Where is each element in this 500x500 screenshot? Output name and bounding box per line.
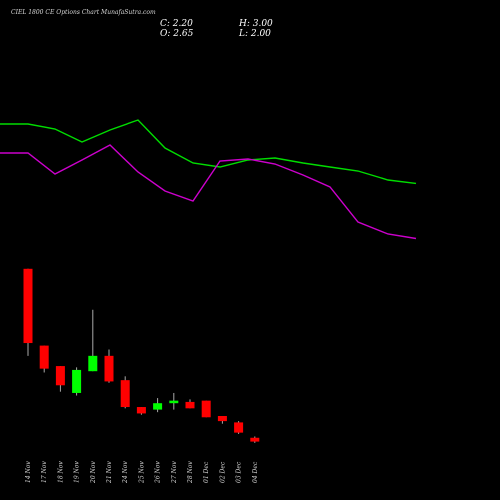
candle-body: [104, 355, 114, 382]
high-value: H: 3.00: [239, 19, 273, 29]
candle-body: [55, 366, 65, 386]
candlesticks: [23, 268, 260, 443]
candle-body: [136, 407, 146, 414]
x-tick-label: 18 Nov: [57, 461, 64, 483]
candle-body: [23, 268, 33, 344]
candle: [217, 416, 227, 424]
chart-title: CIEL 1800 CE Options Chart MunafaSutra.c…: [11, 9, 156, 16]
candle-body: [201, 400, 211, 418]
x-tick-label: 21 Nov: [106, 461, 113, 484]
x-tick-label: 19 Nov: [74, 461, 81, 483]
x-tick-label: 26 Nov: [155, 461, 162, 484]
candle: [72, 367, 82, 396]
candle-body: [234, 422, 244, 433]
candle: [153, 398, 163, 413]
x-tick-label: 28 Nov: [187, 461, 194, 484]
x-tick-label: 17 Nov: [41, 461, 48, 483]
candle: [23, 268, 33, 356]
candle-body: [88, 355, 98, 372]
x-axis-labels: 14 Nov 17 Nov 18 Nov 19 Nov 20 Nov 21 Nov 24 N…: [25, 461, 259, 484]
x-tick-label: 14 Nov: [25, 461, 32, 483]
x-tick-label: 02 Dec: [219, 461, 226, 483]
x-tick-label: 04 Dec: [252, 461, 259, 483]
candle-body: [250, 437, 260, 442]
candle-body: [217, 416, 227, 422]
candle-body: [120, 380, 130, 408]
open-value: O: 2.65: [160, 29, 194, 39]
candle-body: [39, 345, 49, 369]
low-value: L: 2.00: [239, 29, 271, 39]
close-value: C: 2.20: [160, 19, 193, 29]
candle: [201, 400, 211, 418]
x-tick-label: 24 Nov: [122, 461, 129, 484]
x-tick-label: 03 Dec: [236, 461, 243, 483]
candle: [234, 421, 244, 434]
candle-body: [153, 403, 163, 410]
candle: [39, 345, 49, 373]
candle: [120, 376, 130, 409]
x-tick-label: 27 Nov: [171, 461, 178, 484]
candle-body: [169, 400, 179, 404]
candle: [169, 392, 179, 410]
candle-body: [185, 401, 195, 409]
candle: [104, 349, 114, 383]
x-tick-label: 25 Nov: [138, 461, 145, 484]
candle: [55, 366, 65, 392]
candle: [250, 436, 260, 443]
indicator-lines: [0, 119, 417, 240]
candle: [136, 407, 146, 415]
candle: [185, 399, 195, 409]
candle-body: [72, 369, 82, 393]
x-tick-label: 20 Nov: [90, 461, 97, 484]
candle: [88, 309, 98, 372]
x-tick-label: 01 Dec: [203, 461, 210, 483]
indicator-line-1: [0, 119, 417, 185]
indicator-line-2: [0, 144, 417, 240]
